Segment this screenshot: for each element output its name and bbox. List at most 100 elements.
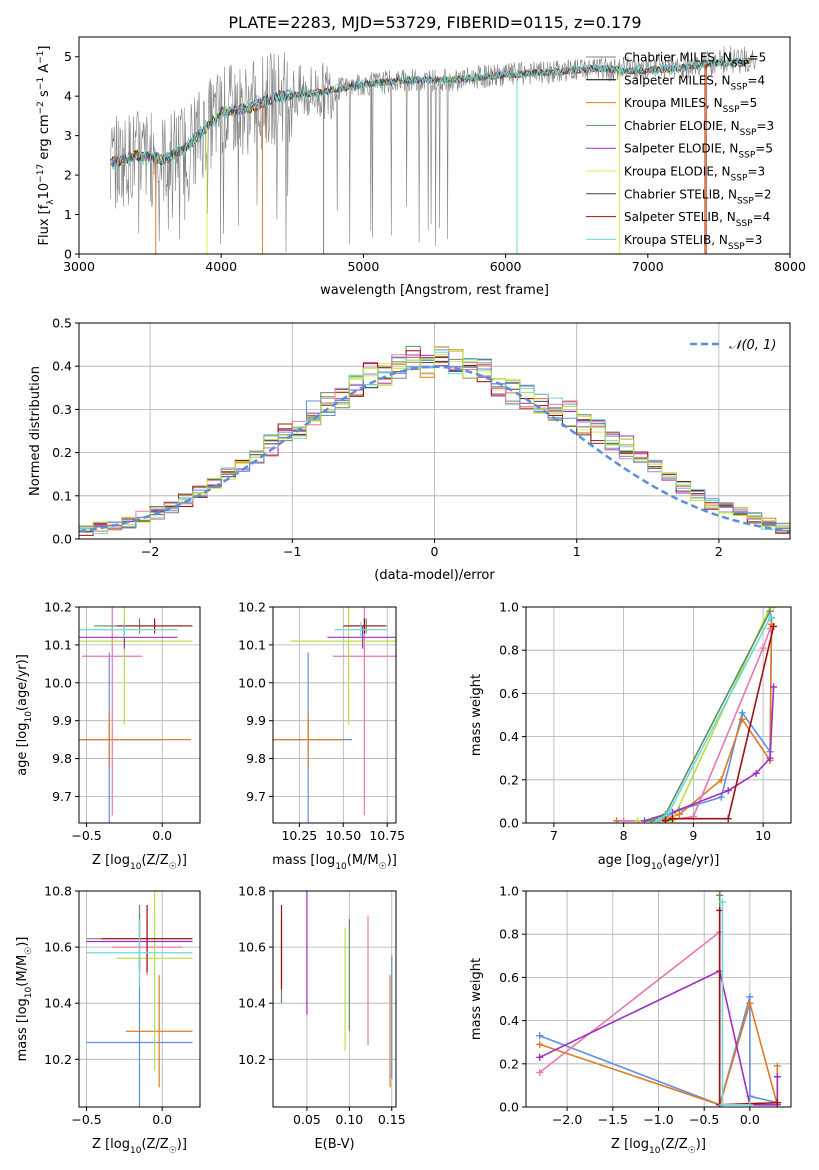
x-tick-label: 2	[715, 544, 723, 559]
x-tick-label: 0.10	[335, 1112, 363, 1127]
x-tick-label: 10.25	[281, 828, 317, 843]
plot-area	[79, 345, 790, 536]
y-tick-label: 10.2	[44, 1052, 72, 1067]
legend-entry: Chabrier STELIB, NSSP=2	[624, 187, 772, 206]
y-tick-label: 0	[64, 247, 72, 262]
data-point	[773, 1073, 781, 1081]
y-tick-label: 1.0	[499, 600, 519, 615]
panel-spectrum: 3000 4000 5000 6000 7000 8000 0 1 2 3 4 5 Chabrier M…	[36, 36, 806, 298]
y-tick-label: 1.0	[499, 884, 519, 899]
x-tick-label: −1.0	[643, 1112, 673, 1127]
data-point	[716, 891, 724, 899]
y-tick-label: 0.4	[499, 729, 519, 744]
legend-entry: Salpeter ELODIE, NSSP=5	[624, 142, 773, 161]
y-tick-label: 0.0	[499, 1100, 519, 1115]
x-axis-label: (data-model)/error	[374, 568, 495, 583]
data-point	[665, 808, 673, 816]
y-tick-label: 2	[64, 168, 72, 183]
legend-entry: Kroupa STELIB, NSSP=3	[624, 233, 762, 252]
x-tick-label: −1.5	[598, 1112, 628, 1127]
panel-weight_vs_age: 7 8 9 10 0.0 0.2 0.4 0.6 0.8 1.0 age [log10(age/yr…	[469, 600, 792, 872]
y-tick-label: 10.8	[44, 884, 72, 899]
y-tick-label: 0.4	[52, 359, 72, 374]
y-tick-label: 10.6	[44, 940, 72, 955]
data-point	[746, 1101, 754, 1107]
y-tick-label: 4	[64, 89, 72, 104]
x-tick-label: −1	[283, 544, 301, 559]
y-axis-label: mass [log10(M/M☉)]	[15, 937, 34, 1062]
y-tick-label: 10.2	[238, 1052, 266, 1067]
legend-entry: Chabrier ELODIE, NSSP=3	[624, 119, 774, 138]
y-tick-label: 10.0	[238, 675, 266, 690]
y-tick-label: 10.4	[44, 996, 72, 1011]
y-tick-label: 9.8	[52, 751, 72, 766]
data-point	[536, 1068, 544, 1076]
plot-area	[86, 891, 193, 1107]
y-tick-label: 0.1	[52, 488, 72, 503]
x-tick-label: 7	[550, 828, 558, 843]
y-tick-label: 0.6	[499, 970, 519, 985]
x-axis-label: age [log10(age/yr)]	[598, 853, 720, 872]
axes-frame	[78, 36, 791, 255]
y-axis-label: Normed distribution	[28, 366, 43, 496]
x-axis-label: Z [log10(Z/Z☉)]	[92, 853, 187, 872]
axes-frame	[78, 606, 201, 824]
plot-area	[109, 45, 757, 254]
y-axis-label: mass weight	[469, 674, 484, 756]
data-point	[668, 815, 676, 823]
x-tick-label: 0	[431, 544, 439, 559]
data-point	[724, 815, 732, 823]
y-tick-label: 0.4	[499, 1013, 519, 1028]
data-point	[770, 622, 778, 630]
spectrum-series-line	[109, 56, 750, 170]
y-axis-label: age [log10(age/yr)]	[15, 654, 34, 776]
y-tick-label: 9.7	[52, 789, 72, 804]
x-tick-label: 0.0	[152, 1112, 172, 1127]
legend-entry: Kroupa ELODIE, NSSP=3	[624, 165, 765, 184]
y-tick-label: 10.4	[238, 996, 266, 1011]
y-tick-label: 0.8	[499, 927, 519, 942]
x-tick-label: 8000	[774, 259, 806, 274]
panel-residuals: −2 −1 0 1 2 0.0 0.1 0.2 0.3 0.4 0.5 𝒩(0, 1) (data-mo…	[28, 316, 791, 583]
gaussian-curve	[79, 365, 790, 533]
data-point	[766, 607, 774, 615]
data-point	[724, 787, 732, 795]
legend-entry: Chabrier MILES, NSSP=5	[624, 51, 766, 70]
y-tick-label: 5	[64, 49, 72, 64]
x-tick-label: 7000	[632, 259, 664, 274]
spectrum-series-line	[109, 56, 750, 167]
y-axis-label: Flux [fλ10−17 erg cm−2 s−1 A−1]	[36, 46, 56, 246]
legend-entry: Salpeter STELIB, NSSP=4	[624, 210, 770, 229]
x-tick-label: 10.50	[325, 828, 361, 843]
x-tick-label: −0.5	[71, 828, 101, 843]
y-tick-label: 0.2	[499, 772, 519, 787]
x-tick-label: 6000	[490, 259, 522, 274]
legend-entry: Salpeter MILES, NSSP=4	[624, 73, 765, 92]
y-tick-label: 10.2	[44, 600, 72, 615]
weight-series-line	[718, 891, 750, 1106]
y-tick-label: 0.8	[499, 643, 519, 658]
y-tick-label: 9.9	[52, 713, 72, 728]
data-point	[655, 817, 662, 823]
data-point	[620, 817, 628, 823]
data-point	[770, 683, 778, 691]
x-tick-label: 0.15	[378, 1112, 406, 1127]
data-point	[746, 993, 754, 1001]
data-point	[717, 776, 725, 784]
panel-age_vs_Z: −0.5 0.0 9.7 9.8 9.9 10.0 10.1 10.2 Z [log10(Z/Z…	[15, 600, 201, 872]
data-point	[738, 709, 746, 717]
data-point	[641, 817, 649, 823]
x-axis-label: Z [log10(Z/Z☉)]	[611, 1137, 706, 1156]
axes-frame	[272, 606, 397, 824]
y-tick-label: 1	[64, 207, 72, 222]
x-axis-label: mass [log10(M/M☉)]	[272, 853, 397, 872]
y-tick-label: 9.7	[246, 789, 266, 804]
x-tick-label: 5000	[347, 259, 379, 274]
data-point	[536, 1032, 544, 1040]
x-tick-label: 3000	[63, 259, 95, 274]
weight-series-line	[623, 628, 771, 822]
data-point	[648, 817, 656, 823]
x-tick-label: −2.0	[552, 1112, 582, 1127]
legend-entry: Kroupa MILES, NSSP=5	[624, 96, 757, 115]
